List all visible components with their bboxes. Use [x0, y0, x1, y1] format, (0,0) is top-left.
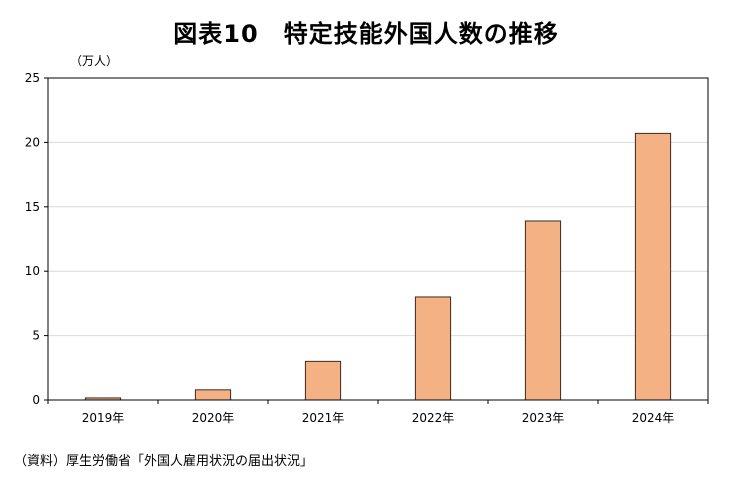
x-axis-ticks: 2019年 2020年 2021年 2022年 2023年 2024年 — [47, 400, 709, 425]
x-tick-label: 2021年 — [302, 411, 345, 425]
x-tick-label: 2022年 — [412, 411, 455, 425]
bar — [634, 132, 672, 401]
source-note: （資料）厚生労働省「外国人雇用状況の届出状況」 — [14, 454, 314, 469]
y-tick-label: 5 — [32, 329, 40, 343]
y-tick-label: 15 — [25, 200, 40, 214]
y-axis-ticks: 0 5 10 15 20 25 — [25, 71, 48, 407]
x-tick-label: 2019年 — [82, 411, 125, 425]
chart-title: 図表10 特定技能外国人数の推移 — [173, 20, 559, 48]
y-tick-label: 20 — [25, 135, 40, 149]
x-tick-label: 2023年 — [522, 411, 565, 425]
bar — [194, 389, 232, 401]
plot-border — [47, 77, 709, 401]
bar — [414, 296, 452, 401]
plot-frame — [47, 77, 709, 401]
y-axis-unit-label: （万人） — [70, 54, 118, 68]
x-tick-label: 2020年 — [192, 411, 235, 425]
bar — [304, 360, 342, 401]
x-tick-label: 2024年 — [632, 411, 675, 425]
y-tick-label: 10 — [25, 264, 40, 278]
y-tick-label: 25 — [25, 71, 40, 85]
y-tick-label: 0 — [32, 393, 40, 407]
gridlines — [48, 141, 708, 337]
bars — [84, 132, 672, 401]
bar-chart: 0 5 10 15 20 25 2019年 2020年 2021年 2022年 2023年 2024… — [25, 54, 709, 425]
bar — [524, 220, 562, 401]
